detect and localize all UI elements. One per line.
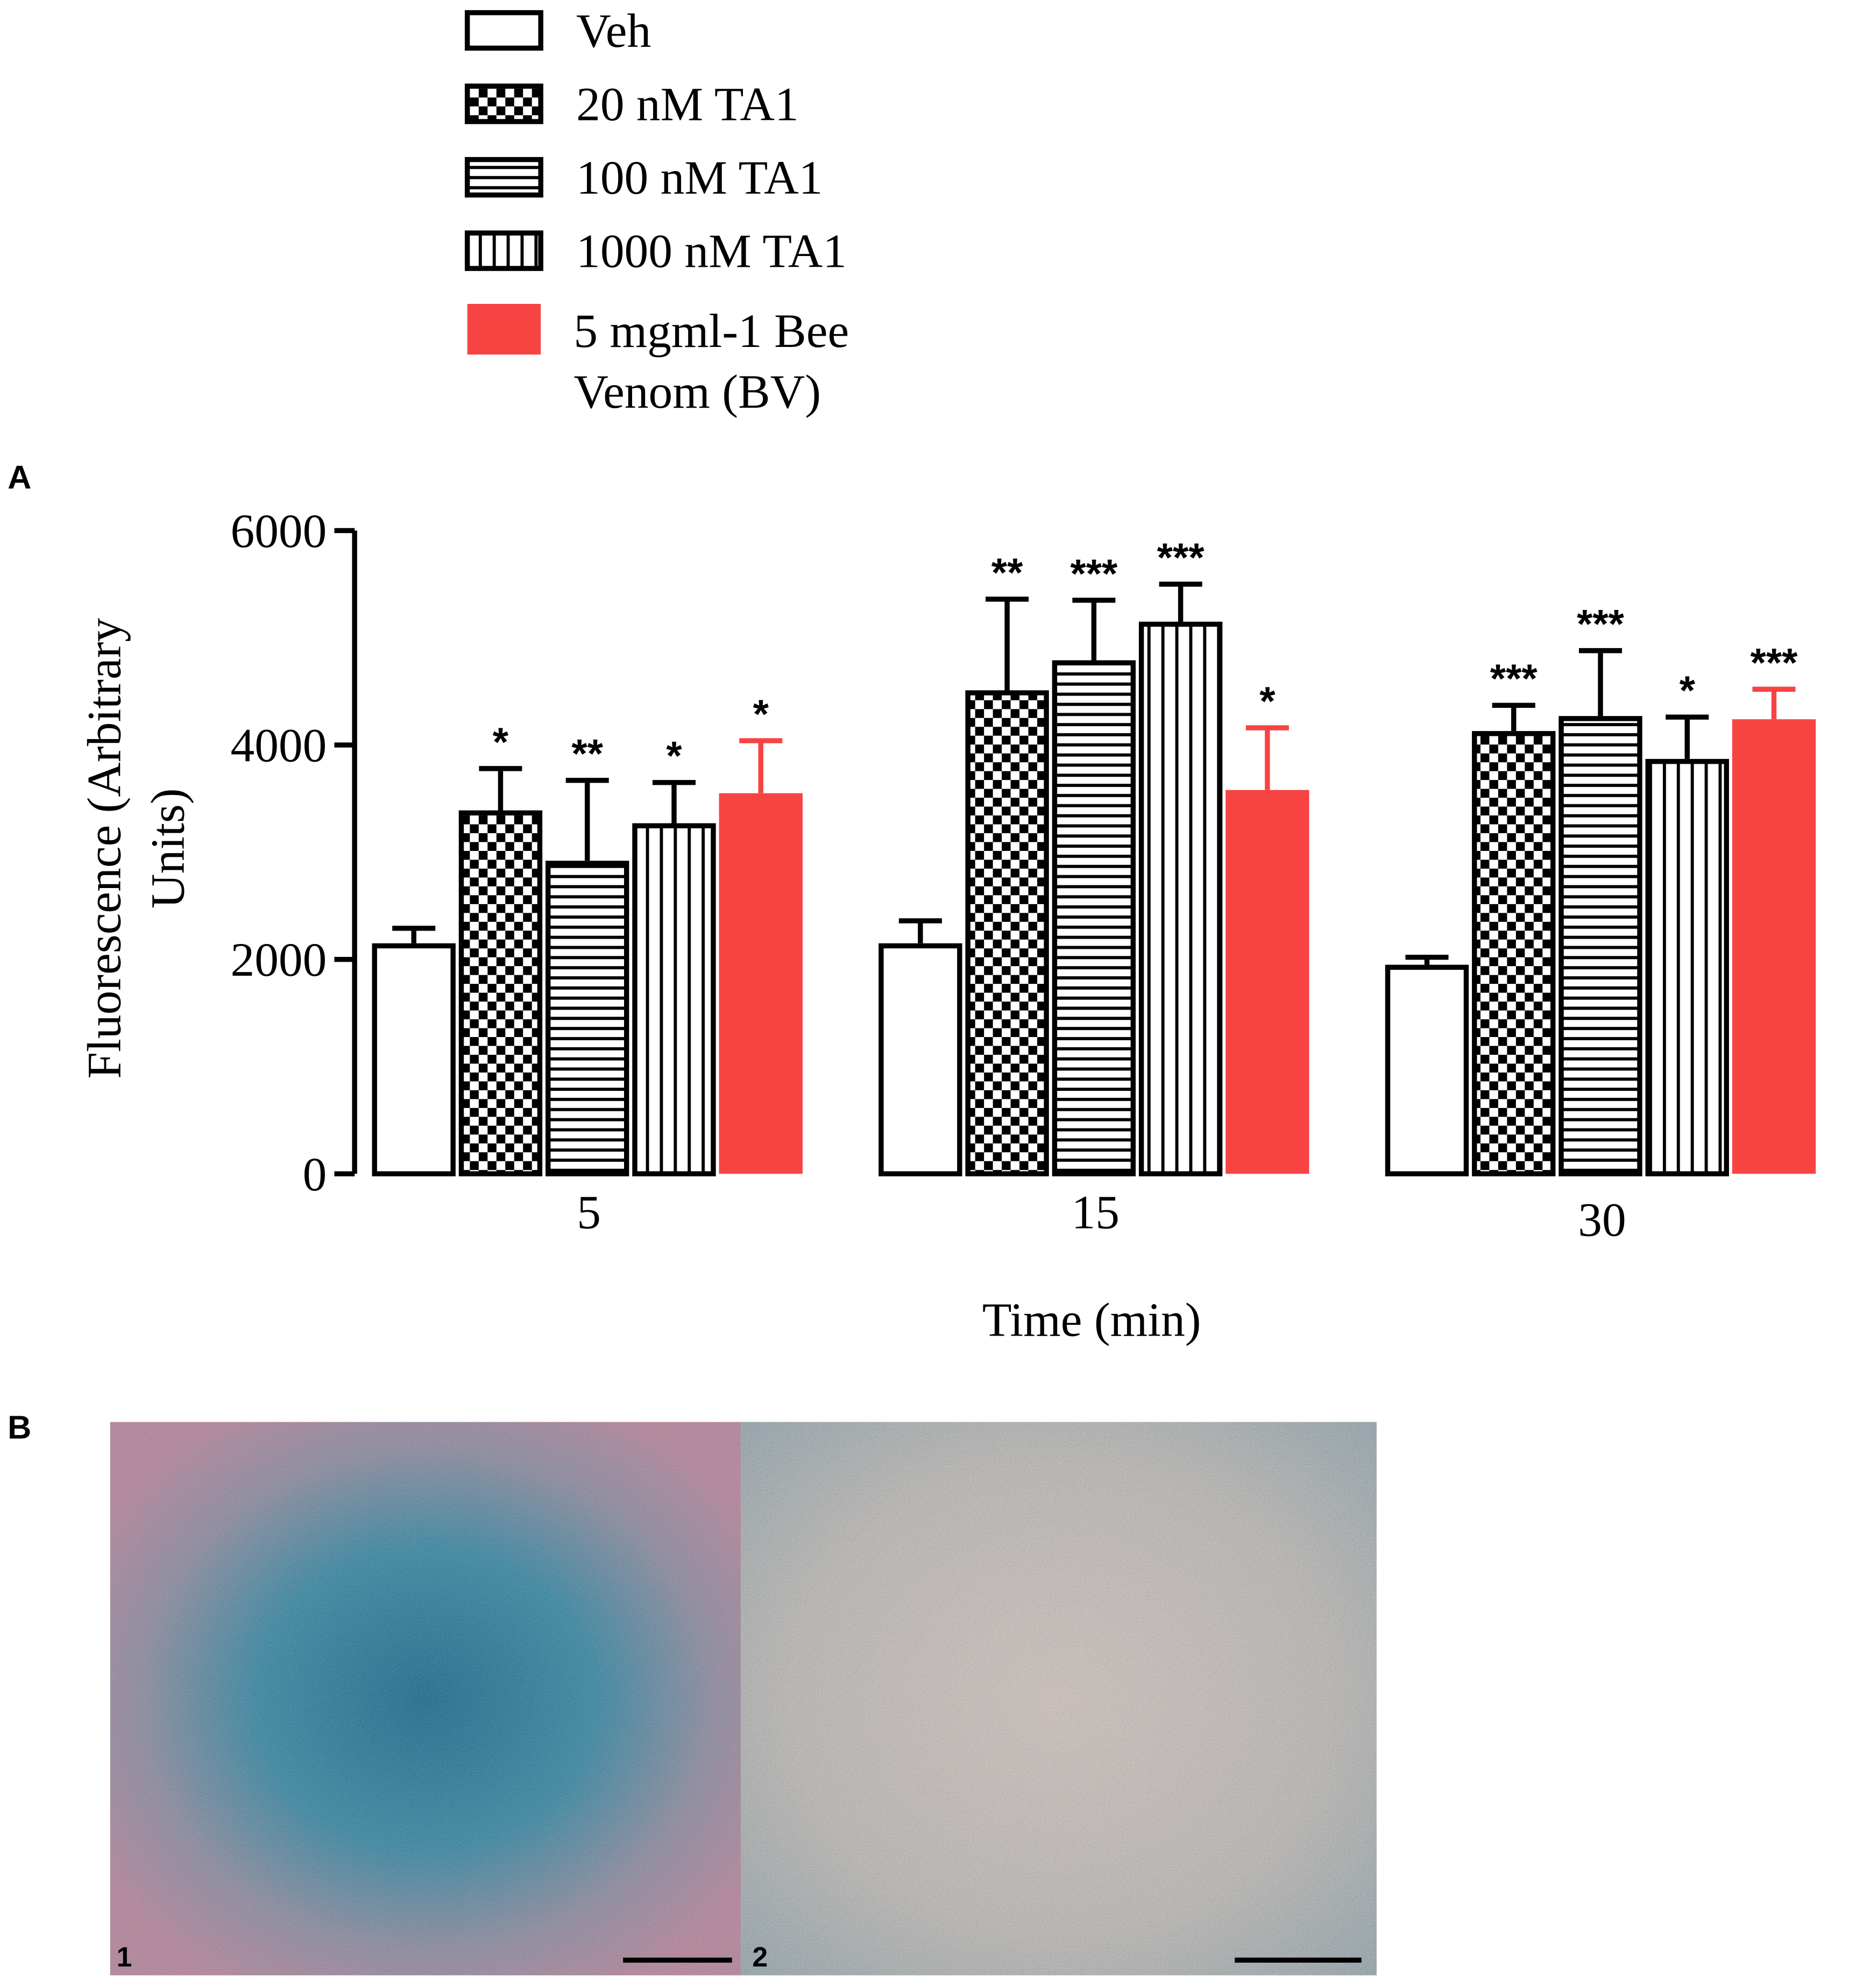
significance-label: * xyxy=(1680,668,1696,713)
y-tick-label: 4000 xyxy=(230,719,327,772)
significance-label: *** xyxy=(1490,656,1538,701)
bar xyxy=(1385,964,1469,1176)
bar xyxy=(1645,758,1729,1176)
y-tick-label: 2000 xyxy=(230,933,327,986)
image-label: 1 xyxy=(117,1941,132,1972)
legend-swatch xyxy=(464,230,543,271)
panel-label: B xyxy=(8,1409,31,1445)
x-axis-label: Time (min) xyxy=(982,1294,1201,1347)
legend-label: Veh xyxy=(576,4,651,58)
legend-label-text: 5 mgml-1 Bee Venom (BV) xyxy=(573,305,849,420)
bar xyxy=(965,690,1049,1176)
bar xyxy=(632,823,716,1176)
y-tick-label: 6000 xyxy=(230,505,327,558)
significance-label: *** xyxy=(1070,551,1118,596)
legend-label: 5 mgml-1 Bee Venom (BV) xyxy=(573,305,849,420)
bar xyxy=(1472,731,1556,1176)
significance-label: * xyxy=(666,733,682,778)
significance-label: * xyxy=(753,692,769,737)
bar xyxy=(1225,790,1309,1174)
significance-label: ** xyxy=(571,731,603,776)
significance-label: ** xyxy=(991,550,1023,595)
legend-label: 1000 nM TA1 xyxy=(576,225,847,278)
bar xyxy=(1052,660,1136,1176)
legend-swatch xyxy=(467,304,541,355)
legend-label: 20 nM TA1 xyxy=(576,78,799,131)
panel-label: A xyxy=(8,459,31,496)
bar xyxy=(546,861,629,1176)
bar xyxy=(1558,716,1642,1176)
bar xyxy=(458,810,543,1176)
legend-swatch xyxy=(464,83,543,124)
micrograph xyxy=(741,1422,1377,1976)
significance-label: * xyxy=(1259,679,1276,724)
micrograph xyxy=(110,1422,741,1976)
legend-label: 100 nM TA1 xyxy=(576,151,823,204)
x-tick-label: 30 xyxy=(1578,1194,1626,1247)
x-tick-label: 15 xyxy=(1072,1186,1120,1239)
y-tick-label: 0 xyxy=(303,1148,327,1201)
legend-swatch xyxy=(464,10,543,51)
bar xyxy=(1732,719,1816,1174)
x-tick-label: 5 xyxy=(577,1186,601,1239)
significance-label: * xyxy=(493,719,509,764)
bar xyxy=(372,943,456,1176)
significance-label: *** xyxy=(1157,535,1205,580)
significance-label: *** xyxy=(1577,601,1625,647)
legend-swatch xyxy=(464,157,543,198)
bar xyxy=(1138,621,1223,1176)
significance-label: *** xyxy=(1751,640,1798,685)
bar xyxy=(879,943,962,1176)
y-axis-label: Fluorescence (Arbitrary Units) xyxy=(78,617,195,1079)
bar xyxy=(719,793,803,1174)
y-axis-label-text: Fluorescence (Arbitrary Units) xyxy=(78,617,195,1079)
image-label: 2 xyxy=(752,1941,768,1972)
